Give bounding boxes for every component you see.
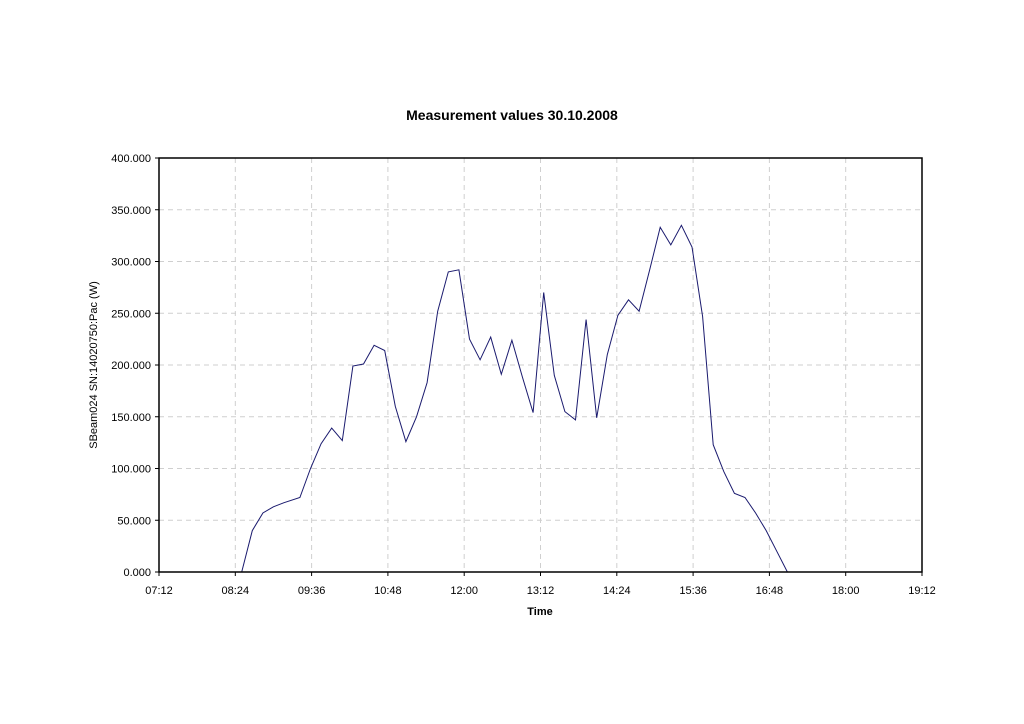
x-tick-label: 15:36 (679, 585, 707, 597)
grid (159, 158, 922, 572)
y-tick-label: 350.000 (111, 205, 151, 217)
y-tick-label: 150.000 (111, 412, 151, 424)
y-tick-label: 300.000 (111, 257, 151, 269)
x-axis-label: Time (527, 606, 552, 618)
x-tick-label: 16:48 (756, 585, 784, 597)
x-tick-label: 07:12 (145, 585, 173, 597)
x-tick-label: 08:24 (222, 585, 250, 597)
x-tick-label: 14:24 (603, 585, 631, 597)
x-axis-ticks: 07:12 08:24 09:36 10:48 12:00 13:12 14:24 15:36… (145, 572, 936, 597)
y-axis-ticks: 0.000 50.000 100.000 150.000 200.000 250.000 3… (111, 153, 159, 579)
y-tick-label: 100.000 (111, 464, 151, 476)
y-tick-label: 0.000 (123, 567, 151, 579)
x-tick-label: 13:12 (527, 585, 555, 597)
x-tick-label: 09:36 (298, 585, 326, 597)
x-tick-label: 10:48 (374, 585, 402, 597)
y-tick-label: 50.000 (117, 515, 151, 527)
y-axis-label: SBeam024 SN:14020750:Pac (W) (88, 281, 100, 449)
plot-frame (158, 157, 923, 573)
x-tick-label: 12:00 (450, 585, 478, 597)
x-tick-label: 19:12 (908, 585, 936, 597)
y-tick-label: 250.000 (111, 308, 151, 320)
y-tick-label: 200.000 (111, 360, 151, 372)
x-tick-label: 18:00 (832, 585, 860, 597)
chart-title: Measurement values 30.10.2008 (406, 107, 618, 123)
y-tick-label: 400.000 (111, 153, 151, 165)
series-line (241, 224, 788, 573)
